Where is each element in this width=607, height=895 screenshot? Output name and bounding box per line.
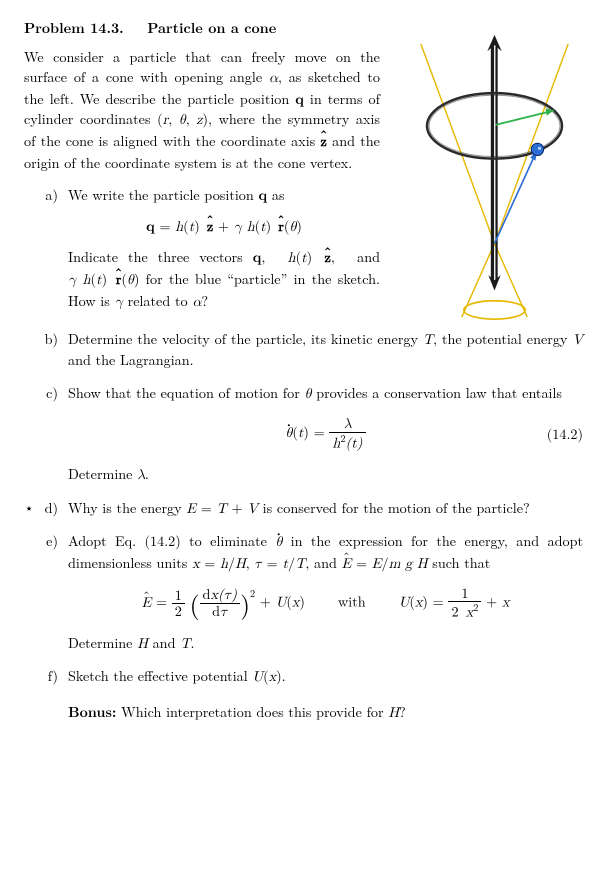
item-a-lead: We write the particle position q as [68, 185, 285, 205]
cone-figure [392, 47, 583, 317]
bonus-line: Bonus: Which interpretation does this pr… [68, 702, 583, 724]
equation-number: (14.2) [547, 424, 583, 445]
item-a-marker: a) [24, 185, 68, 312]
item-c-marker: c) [24, 383, 68, 486]
item-c-tail: Determine λ. [68, 464, 149, 484]
item-e-equation: E = 12 ( dx(τ) dτ )2 + U(x) with U(x) = … [68, 586, 583, 621]
item-d-marker: ⋆ d) [24, 498, 68, 520]
item-e-body: Adopt Eq. (14.2) to eliminate θ in the e… [68, 531, 583, 654]
item-c-equation: θ(t) = λ h2(t) (14.2) [68, 416, 583, 452]
intro-paragraph: We consider a particle that can freely m… [24, 47, 380, 313]
item-b-marker: b) [24, 329, 68, 371]
item-b-body: Determine the velocity of the particle, … [68, 329, 583, 371]
item-e-tail: Determine H and T. [68, 633, 194, 653]
problem-name: Particle on a cone [147, 18, 276, 38]
item-a-tail: Indicate the three vectors q, h(t) z, an… [68, 247, 380, 310]
item-d-body: Why is the energy E = T + V is conserved… [68, 498, 583, 520]
cone-svg [382, 27, 607, 327]
star-icon: ⋆ [25, 498, 34, 519]
item-a-equation: q = h(t) z + γ h(t) r(θ) [68, 216, 380, 238]
item-c-body: Show that the equation of motion for θ p… [68, 383, 583, 486]
item-c-lead: Show that the equation of motion for θ p… [68, 383, 562, 403]
bonus-text: Which interpretation does this provide f… [121, 702, 406, 722]
item-a-body: We write the particle position q as q = … [68, 185, 380, 312]
item-f-body: Sketch the effective potential U(x). [68, 666, 583, 688]
item-e-lead: Adopt Eq. (14.2) to eliminate θ in the e… [68, 531, 583, 573]
item-f-marker: f) [24, 666, 68, 688]
item-e-marker: e) [24, 531, 68, 654]
problem-label: Problem 14.3. [24, 18, 124, 38]
bonus-label: Bonus: [68, 702, 116, 722]
